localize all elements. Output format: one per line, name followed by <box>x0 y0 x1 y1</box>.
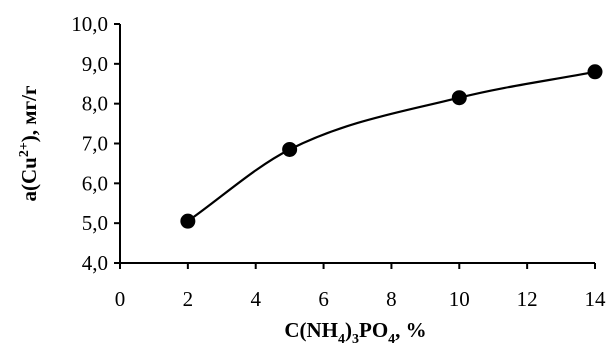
y-title-sup: 2+ <box>17 142 32 157</box>
x-tick-label: 0 <box>115 287 126 311</box>
x-title-prefix: C(NH <box>284 318 338 342</box>
series-layer <box>180 64 603 229</box>
x-title-mid2: PO <box>359 318 388 342</box>
x-title-sub3: 4 <box>388 332 395 345</box>
y-axis-title: a(Cu2+), мг/г <box>17 85 41 201</box>
x-axis-title: C(NH4)3PO4, % <box>284 318 426 345</box>
series-line <box>187 70 596 223</box>
y-tick-label: 8,0 <box>82 92 108 116</box>
y-tick-label: 5,0 <box>82 211 108 235</box>
data-point <box>587 64 603 80</box>
x-title-sub1: 4 <box>338 332 345 345</box>
x-title-sub2: 3 <box>352 332 359 345</box>
x-tick-label: 14 <box>585 287 607 311</box>
x-tick-label: 8 <box>386 287 397 311</box>
x-tick-label: 10 <box>449 287 470 311</box>
x-tick-label: 6 <box>318 287 329 311</box>
x-tick-label: 4 <box>250 287 261 311</box>
y-title-prefix: a(Cu <box>17 157 41 202</box>
data-point <box>180 213 196 229</box>
x-ticks: 0 2 4 6 8 10 12 14 <box>115 263 606 311</box>
y-tick-label: 10,0 <box>71 12 108 36</box>
data-point <box>451 90 467 106</box>
y-title-suffix: ), мг/г <box>17 85 41 142</box>
x-tick-label: 12 <box>517 287 538 311</box>
y-tick-label: 7,0 <box>82 132 108 156</box>
y-tick-label: 6,0 <box>82 171 108 195</box>
x-tick-label: 2 <box>183 287 194 311</box>
x-title-suffix: , % <box>395 318 427 342</box>
x-title-mid1: ) <box>345 318 352 342</box>
y-tick-label: 9,0 <box>82 52 108 76</box>
y-tick-label: 4,0 <box>82 251 108 275</box>
y-ticks: 4,0 5,0 6,0 7,0 8,0 9,0 10,0 <box>71 12 120 275</box>
data-point <box>282 141 298 157</box>
